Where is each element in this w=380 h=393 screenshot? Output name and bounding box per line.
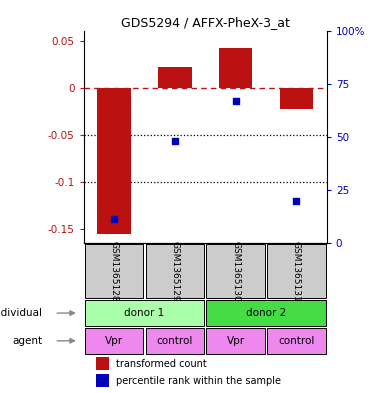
Bar [96,374,109,387]
FancyBboxPatch shape [146,328,204,354]
FancyBboxPatch shape [267,328,326,354]
Bar [219,48,252,88]
Text: agent: agent [12,336,42,346]
FancyBboxPatch shape [206,244,265,298]
Point [233,98,239,105]
Text: GSM1365130: GSM1365130 [231,241,240,301]
Text: Vpr: Vpr [105,336,123,346]
Text: transformed count: transformed count [116,359,207,369]
Text: donor 2: donor 2 [246,308,286,318]
FancyBboxPatch shape [267,244,326,298]
FancyBboxPatch shape [85,244,143,298]
Point [293,198,299,204]
Text: GSM1365128: GSM1365128 [109,241,119,301]
FancyBboxPatch shape [146,244,204,298]
Title: GDS5294 / AFFX-PheX-3_at: GDS5294 / AFFX-PheX-3_at [121,16,290,29]
Bar [96,357,109,370]
Point [172,138,178,145]
FancyBboxPatch shape [85,300,204,326]
Text: percentile rank within the sample: percentile rank within the sample [116,376,282,386]
Text: donor 1: donor 1 [124,308,165,318]
Bar [158,67,192,88]
Text: individual: individual [0,308,42,318]
FancyBboxPatch shape [206,328,265,354]
Bar [97,88,131,233]
Text: GSM1365129: GSM1365129 [170,241,179,301]
FancyBboxPatch shape [85,328,143,354]
Text: control: control [157,336,193,346]
FancyBboxPatch shape [206,300,326,326]
Text: control: control [278,336,315,346]
Bar [280,88,313,108]
Text: GSM1365131: GSM1365131 [292,241,301,301]
Text: Vpr: Vpr [226,336,245,346]
Point [111,215,117,222]
